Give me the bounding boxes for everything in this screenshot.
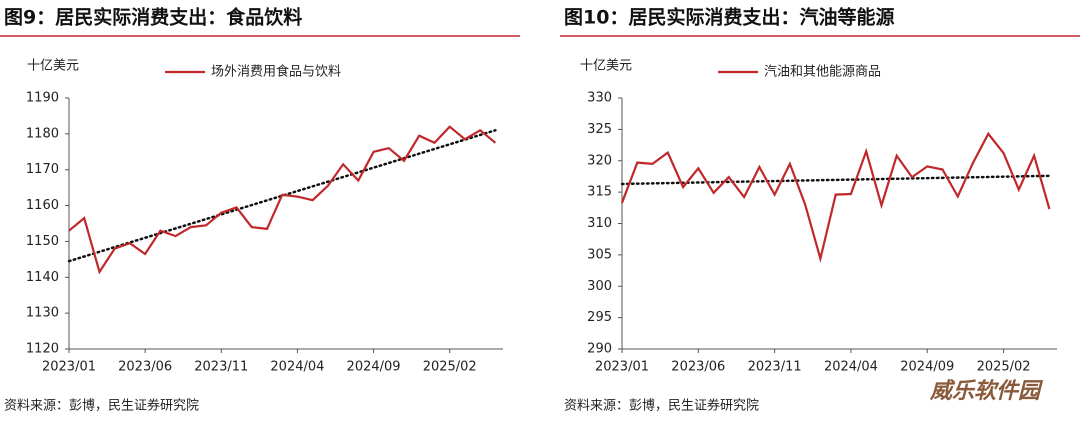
x-tick-label: 2025/02 [977, 360, 1031, 375]
y-tick-label: 310 [587, 216, 612, 231]
y-tick-label: 1160 [26, 198, 59, 213]
y-tick-label: 1190 [26, 91, 59, 106]
chart-title: 图9：居民实际消费支出：食品饮料 [4, 6, 302, 29]
x-tick-label: 2023/06 [671, 360, 725, 375]
x-tick-label: 2025/02 [423, 360, 477, 375]
series-line [620, 131, 1051, 263]
x-tick-label: 2023/11 [194, 360, 248, 375]
y-tick-label: 1180 [26, 126, 59, 141]
unit-label: 十亿美元 [580, 59, 632, 74]
watermark: 威乐软件园 [929, 379, 1044, 404]
unit-label: 十亿美元 [27, 59, 79, 74]
y-tick-label: 305 [587, 247, 612, 262]
x-tick-label: 2023/01 [42, 360, 96, 375]
y-tick-label: 1170 [26, 162, 59, 177]
legend-label: 汽油和其他能源商品 [764, 65, 881, 80]
x-tick-label: 2023/11 [748, 360, 802, 375]
trendline [67, 129, 497, 263]
y-tick-label: 1140 [26, 270, 59, 285]
x-tick-label: 2023/01 [595, 360, 649, 375]
series-line [68, 125, 497, 275]
source: 资料来源：彭博，民生证券研究院 [564, 398, 759, 414]
legend-label: 场外消费用食品与饮料 [211, 64, 341, 80]
y-tick-label: 300 [587, 279, 612, 294]
chart-title: 图10：居民实际消费支出：汽油等能源 [564, 6, 894, 29]
y-tick-label: 1150 [26, 234, 59, 249]
x-tick-label: 2024/04 [824, 360, 878, 375]
y-tick-label: 290 [587, 342, 612, 357]
y-tick-label: 315 [587, 185, 612, 200]
x-tick-label: 2023/06 [118, 360, 172, 375]
y-tick-label: 295 [587, 310, 612, 325]
x-tick-label: 2024/09 [900, 360, 954, 375]
y-tick-label: 325 [587, 122, 612, 137]
y-tick-label: 320 [587, 153, 612, 168]
y-tick-label: 1130 [26, 306, 59, 321]
x-tick-label: 2024/04 [270, 360, 324, 375]
source: 资料来源：彭博，民生证券研究院 [4, 398, 199, 414]
y-tick-label: 330 [587, 91, 612, 106]
trendline [620, 174, 1051, 186]
y-tick-label: 1120 [26, 342, 59, 357]
x-tick-label: 2024/09 [347, 360, 401, 375]
